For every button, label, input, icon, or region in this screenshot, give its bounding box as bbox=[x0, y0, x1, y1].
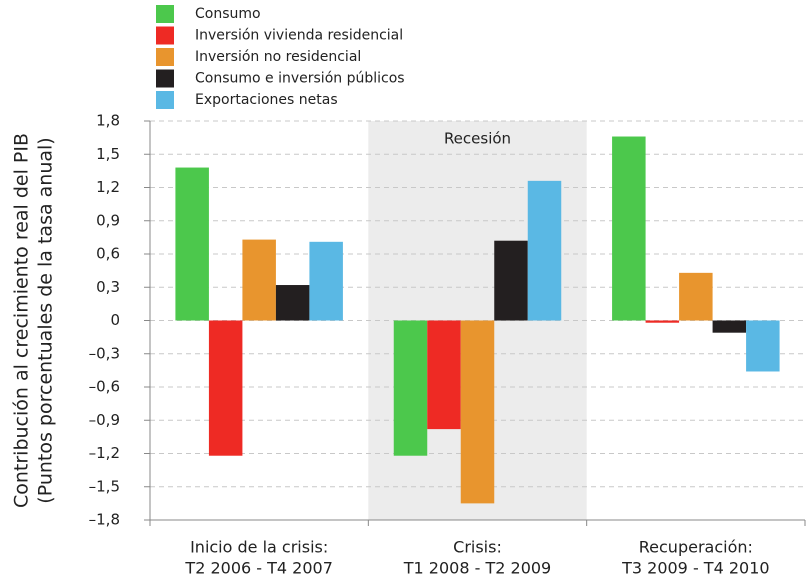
x-tick-label: T2 2006 - T4 2007 bbox=[184, 559, 332, 578]
bar bbox=[208, 320, 243, 456]
bar bbox=[612, 136, 646, 321]
legend-label: Inversión vivienda residencial bbox=[195, 28, 403, 44]
legend-swatch bbox=[156, 69, 174, 88]
legend-label: Consumo bbox=[195, 6, 261, 22]
bar bbox=[712, 320, 747, 333]
bar bbox=[175, 167, 209, 321]
bar bbox=[309, 241, 343, 321]
y-tick-label: 0 bbox=[110, 311, 120, 329]
bar bbox=[242, 239, 276, 321]
x-tick-label: Crisis: bbox=[453, 538, 502, 557]
y-tick-label: –1,8 bbox=[89, 511, 120, 529]
legend-label: Inversión no residencial bbox=[195, 49, 361, 65]
x-tick-label: Inicio de la crisis: bbox=[190, 538, 328, 557]
y-tick-label: –0,3 bbox=[89, 344, 120, 362]
bar bbox=[275, 285, 310, 321]
y-tick-label: –0,6 bbox=[89, 378, 120, 396]
legend-swatch bbox=[156, 91, 174, 109]
legend-label: Exportaciones netas bbox=[195, 92, 338, 108]
legend-swatch bbox=[156, 26, 174, 45]
bar bbox=[494, 240, 528, 321]
y-tick-label: 0,3 bbox=[96, 278, 120, 296]
bar bbox=[679, 272, 713, 321]
bar bbox=[460, 320, 495, 504]
shaded-region-label: Recesión bbox=[444, 130, 511, 148]
bar bbox=[527, 180, 562, 321]
x-tick-label: T1 2008 - T2 2009 bbox=[403, 559, 551, 578]
y-tick-label: 1,2 bbox=[96, 178, 120, 196]
x-tick-label: Recuperación: bbox=[639, 538, 753, 557]
y-axis-title: Contribución al crecimiento real del PIB bbox=[11, 133, 33, 508]
y-tick-label: 1,8 bbox=[96, 112, 120, 130]
bar bbox=[645, 320, 680, 323]
legend-swatch bbox=[156, 48, 174, 66]
bar bbox=[427, 320, 461, 430]
bar bbox=[746, 320, 780, 372]
legend-swatch bbox=[156, 5, 174, 23]
legend-label: Consumo e inversión públicos bbox=[195, 71, 405, 87]
bar bbox=[393, 320, 428, 456]
y-axis-title: (Puntos porcentuales de la tasa anual) bbox=[35, 137, 57, 503]
x-tick-label: T3 2009 - T4 2010 bbox=[621, 559, 769, 578]
y-tick-label: 0,6 bbox=[96, 245, 120, 263]
y-tick-label: –0,9 bbox=[89, 411, 120, 429]
y-tick-label: 1,5 bbox=[96, 145, 120, 163]
y-tick-label: 0,9 bbox=[96, 211, 120, 229]
y-tick-label: –1,2 bbox=[89, 444, 120, 462]
y-tick-label: –1,5 bbox=[89, 477, 120, 495]
